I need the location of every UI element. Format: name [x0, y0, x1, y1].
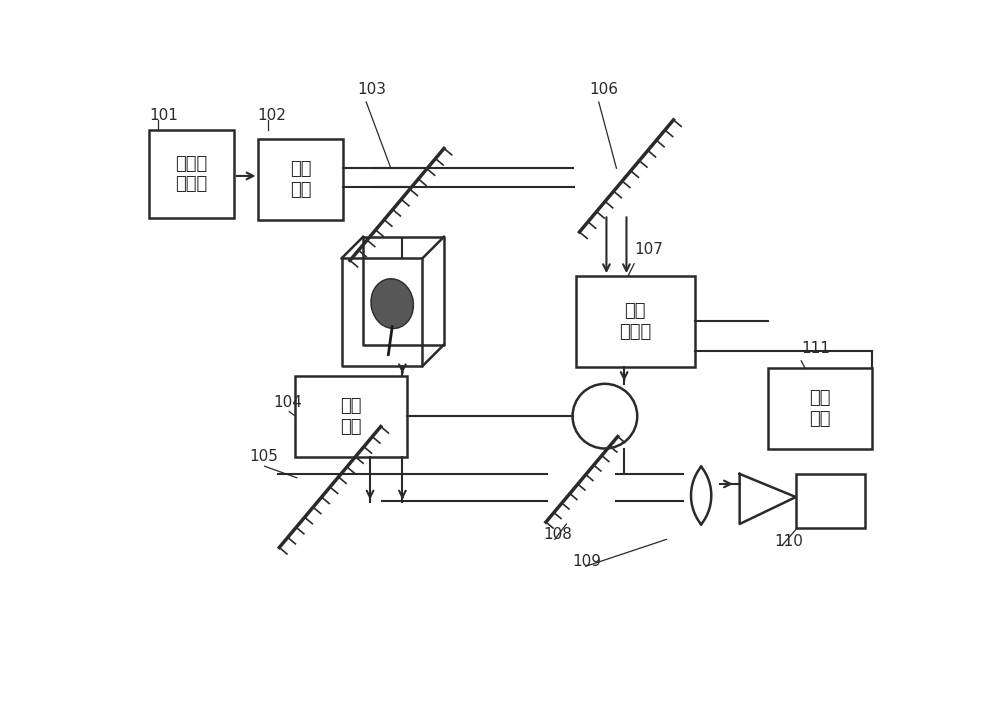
Bar — [796, 474, 865, 527]
Text: 104: 104 — [274, 395, 303, 410]
Text: 太赫兹
激光源: 太赫兹 激光源 — [175, 155, 208, 194]
Text: 可调
移相器: 可调 移相器 — [619, 302, 651, 341]
Text: 108: 108 — [543, 527, 572, 542]
Text: 调制
装置: 调制 装置 — [340, 397, 362, 436]
Text: 105: 105 — [249, 449, 278, 464]
Bar — [258, 139, 343, 220]
Text: 101: 101 — [149, 108, 178, 123]
Text: 102: 102 — [257, 108, 286, 123]
Bar — [576, 276, 695, 367]
Ellipse shape — [371, 279, 413, 328]
Text: 107: 107 — [634, 242, 663, 257]
Bar — [149, 130, 234, 218]
Text: 109: 109 — [573, 554, 602, 569]
Text: 106: 106 — [590, 82, 619, 97]
Text: 扩束
装置: 扩束 装置 — [290, 160, 312, 199]
Text: 110: 110 — [774, 534, 803, 549]
Text: 103: 103 — [357, 82, 386, 97]
Text: 控制
模块: 控制 模块 — [809, 389, 831, 428]
Bar — [295, 376, 407, 457]
Bar — [768, 369, 872, 450]
Text: 111: 111 — [801, 341, 830, 356]
